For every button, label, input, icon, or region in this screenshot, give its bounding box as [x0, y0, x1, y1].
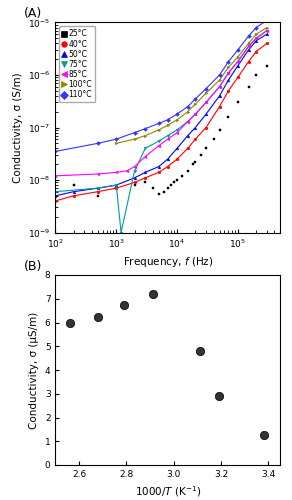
Text: (B): (B) [24, 260, 42, 273]
Text: (A): (A) [24, 8, 42, 20]
X-axis label: Frequency, $f$ (Hz): Frequency, $f$ (Hz) [123, 256, 213, 270]
Y-axis label: Conductivity, σ (S/m): Conductivity, σ (S/m) [13, 72, 22, 183]
X-axis label: 1000/$\mathit{T}$ (K$^{-1}$): 1000/$\mathit{T}$ (K$^{-1}$) [135, 484, 201, 499]
Y-axis label: Conductivity, σ (μS/m): Conductivity, σ (μS/m) [29, 312, 39, 428]
Legend: 25°C, 40°C, 50°C, 75°C, 85°C, 100°C, 110°C: 25°C, 40°C, 50°C, 75°C, 85°C, 100°C, 110… [59, 26, 95, 102]
